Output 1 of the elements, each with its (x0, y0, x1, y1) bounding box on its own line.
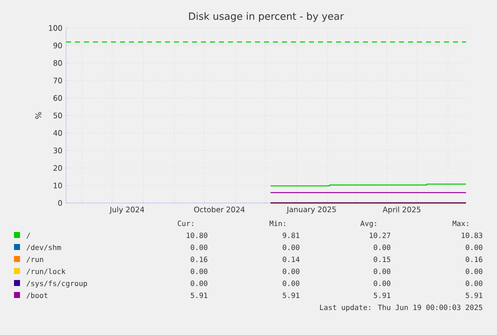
chart-title: Disk usage in percent - by year (189, 12, 344, 22)
